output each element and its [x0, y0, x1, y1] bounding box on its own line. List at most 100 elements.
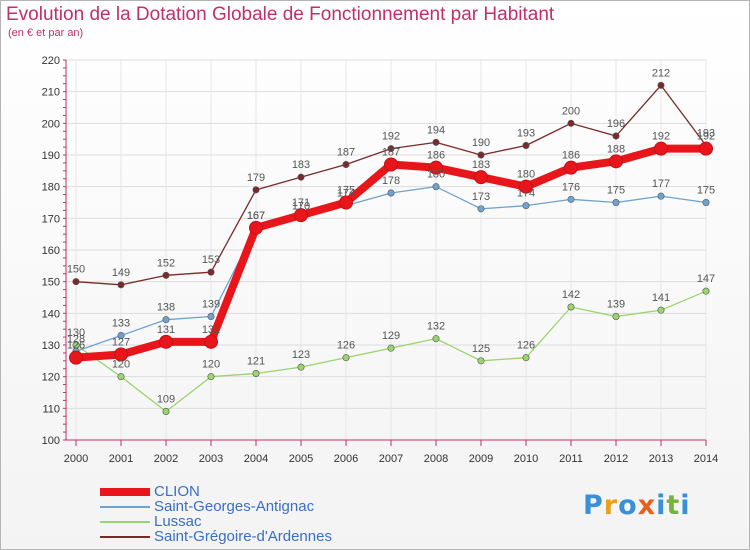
legend-label: Saint-Grégoire-d'Ardennes: [154, 528, 332, 545]
series-point-1: [702, 199, 710, 207]
x-tick-label: 2000: [64, 453, 88, 465]
data-label-2: 121: [247, 356, 265, 368]
data-label-2: 141: [652, 292, 670, 304]
series-point-3: [522, 142, 530, 150]
y-tick-label: 100: [42, 435, 60, 447]
x-tick-label: 2011: [559, 453, 583, 465]
x-tick-label: 2005: [289, 453, 313, 465]
series-point-3: [207, 268, 215, 276]
series-point-3: [162, 271, 170, 279]
data-label-0: 175: [337, 185, 355, 197]
series-point-1: [162, 316, 170, 324]
series-point-0: [204, 334, 218, 349]
x-tick-label: 2009: [469, 453, 493, 465]
data-label-2: 126: [517, 340, 535, 352]
series-point-2: [657, 306, 665, 314]
logo-letter: x: [637, 490, 657, 521]
data-label-1: 177: [652, 178, 670, 190]
data-label-1: 138: [157, 302, 175, 314]
series-point-3: [477, 151, 485, 159]
series-point-1: [567, 195, 575, 203]
series-point-0: [429, 160, 443, 175]
data-label-2: 109: [157, 394, 175, 406]
data-label-2: 130: [67, 327, 85, 339]
data-label-2: 129: [382, 330, 400, 342]
legend-item: CLION: [100, 483, 332, 500]
y-tick-label: 220: [42, 55, 60, 67]
data-label-0: 192: [697, 131, 715, 143]
data-label-2: 120: [112, 359, 130, 371]
series-point-0: [339, 195, 353, 210]
data-label-1: 174: [517, 188, 535, 200]
data-label-1: 139: [202, 299, 220, 311]
series-point-0: [294, 208, 308, 223]
series-point-2: [117, 373, 125, 381]
series-point-3: [567, 119, 575, 127]
legend-item: Saint-Georges-Antignac: [100, 498, 332, 515]
series-point-3: [342, 161, 350, 169]
proxiti-logo: Proxiti: [583, 490, 691, 521]
series-point-2: [477, 357, 485, 365]
x-tick-label: 2013: [649, 453, 673, 465]
data-label-3: 187: [337, 147, 355, 159]
data-label-0: 186: [427, 150, 445, 162]
data-label-0: 131: [202, 324, 220, 336]
series-point-1: [522, 202, 530, 210]
data-label-0: 167: [247, 210, 265, 222]
data-label-3: 192: [382, 131, 400, 143]
x-tick-label: 2002: [154, 453, 178, 465]
series-point-2: [297, 363, 305, 371]
data-label-3: 183: [292, 159, 310, 171]
series-point-0: [114, 347, 128, 362]
series-point-0: [609, 154, 623, 169]
data-label-2: 123: [292, 349, 310, 361]
series-point-0: [249, 220, 263, 235]
series-point-0: [654, 141, 668, 156]
data-label-1: 180: [427, 169, 445, 181]
data-label-2: 120: [202, 359, 220, 371]
x-tick-label: 2014: [694, 453, 718, 465]
series-point-2: [702, 287, 710, 295]
series-point-1: [612, 199, 620, 207]
y-tick-label: 170: [42, 213, 60, 225]
x-tick-label: 2008: [424, 453, 448, 465]
series-point-1: [207, 312, 215, 320]
data-label-1: 174: [337, 188, 355, 200]
x-tick-label: 2012: [604, 453, 628, 465]
data-label-0: 127: [112, 337, 130, 349]
data-label-2: 125: [472, 343, 490, 355]
legend-label: Lussac: [154, 513, 202, 530]
series-point-3: [387, 145, 395, 153]
data-label-3: 179: [247, 172, 265, 184]
data-label-1: 170: [292, 200, 310, 212]
data-label-3: 193: [697, 128, 715, 140]
data-label-3: 190: [472, 137, 490, 149]
series-point-0: [69, 350, 83, 365]
y-tick-label: 160: [42, 245, 60, 257]
x-tick-label: 2007: [379, 453, 403, 465]
y-tick-label: 180: [42, 182, 60, 194]
series-point-3: [432, 138, 440, 146]
logo-letter: t: [666, 490, 681, 521]
series-point-2: [162, 407, 170, 415]
series-point-3: [117, 281, 125, 289]
legend-label: Saint-Georges-Antignac: [154, 498, 315, 515]
series-point-3: [72, 278, 80, 286]
data-label-1: 175: [607, 185, 625, 197]
data-label-3: 212: [652, 67, 670, 79]
logo-letter: o: [618, 490, 638, 521]
data-label-3: 193: [517, 128, 535, 140]
series-point-1: [432, 183, 440, 191]
y-tick-label: 210: [42, 87, 60, 99]
y-tick-label: 140: [42, 308, 60, 320]
series-point-2: [432, 335, 440, 343]
data-label-0: 186: [562, 150, 580, 162]
data-label-3: 200: [562, 105, 580, 117]
data-label-0: 171: [292, 197, 310, 209]
logo-letter: i: [680, 490, 691, 521]
data-label-1: 128: [67, 333, 85, 345]
data-label-2: 132: [427, 321, 445, 333]
x-tick-label: 2003: [199, 453, 223, 465]
series-point-1: [477, 205, 485, 213]
